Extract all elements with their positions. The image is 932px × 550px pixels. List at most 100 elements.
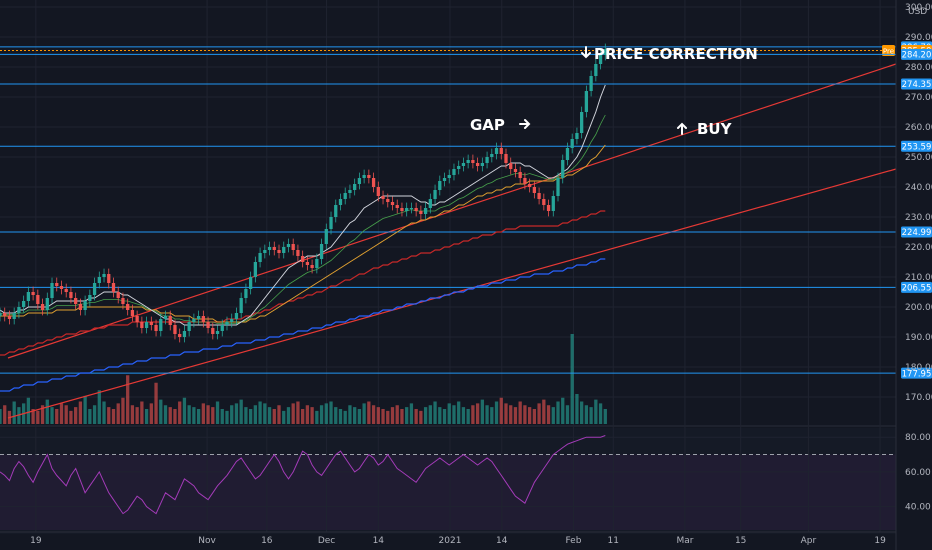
candle-body	[196, 316, 201, 319]
volume-bar	[45, 399, 49, 424]
level-price-label: 224.99	[902, 228, 932, 238]
candle-body	[532, 187, 537, 193]
volume-bar	[263, 403, 267, 424]
candle-body	[471, 160, 475, 163]
arrow-right-icon	[519, 119, 531, 129]
volume-bar	[83, 395, 87, 424]
candle-body	[187, 322, 191, 331]
volume-bar	[371, 405, 376, 424]
volume-bar	[244, 407, 248, 424]
candle-body	[542, 199, 546, 205]
candle-body	[466, 160, 470, 163]
price-tick-label: 280.00	[905, 63, 932, 73]
candle-body	[50, 283, 54, 298]
candle-body	[206, 322, 210, 328]
candle-body	[480, 163, 484, 166]
candle-body	[438, 181, 442, 190]
candle-body	[244, 289, 248, 298]
candle-body	[603, 49, 607, 55]
candle-body	[575, 133, 579, 139]
candle-body	[400, 208, 404, 211]
candle-body	[551, 196, 555, 211]
volume-bar	[50, 407, 54, 424]
volume-bar	[575, 394, 579, 424]
candle-body	[485, 157, 489, 163]
price-tick-label: 290.00	[905, 33, 932, 43]
candle-body	[357, 178, 362, 184]
volume-bar	[457, 401, 461, 424]
volume-bar	[395, 405, 399, 424]
ema-mid-line	[0, 210, 606, 356]
candle-body	[31, 292, 35, 295]
candle-body	[594, 64, 598, 76]
volume-bar	[485, 405, 489, 424]
candle-body	[509, 163, 513, 169]
candle-body	[423, 208, 428, 214]
candle-body	[225, 322, 229, 325]
candle-body	[367, 175, 371, 178]
volume-bar	[390, 407, 395, 424]
candle-body	[116, 292, 120, 298]
volume-bar	[26, 397, 31, 424]
pre-market-tag	[882, 45, 895, 56]
time-tick-label: 19	[30, 536, 42, 546]
volume-bar	[277, 405, 281, 424]
volume-bar	[258, 401, 262, 424]
candle-body	[334, 205, 338, 217]
price-tick-label: 250.00	[905, 153, 932, 163]
rsi-indicator	[0, 435, 606, 515]
candle-body	[267, 247, 272, 250]
candle-body	[144, 322, 149, 328]
volume-bar	[580, 401, 584, 424]
volume-bar	[452, 405, 456, 424]
time-tick-label: 16	[261, 536, 273, 546]
volume-bar	[480, 399, 484, 424]
volume-bar	[234, 403, 239, 424]
volume-bar	[490, 407, 494, 424]
axis-unit-label: USD	[908, 7, 927, 17]
volume-bar	[589, 407, 593, 424]
volume-bar	[348, 405, 352, 424]
volume-bar	[12, 401, 16, 424]
candle-body	[163, 316, 168, 319]
volume-bar	[527, 407, 532, 424]
candle-body	[239, 298, 243, 313]
candle-body	[17, 307, 21, 313]
volume-bar	[0, 409, 2, 424]
candle-body	[55, 283, 59, 286]
candle-body	[192, 319, 196, 322]
volume-bar	[353, 407, 357, 424]
volume-bar	[253, 405, 258, 424]
volume-bar	[182, 397, 187, 424]
annotation-buy: BUY	[697, 120, 733, 138]
volume-bar	[31, 409, 35, 424]
candle-body	[111, 283, 116, 292]
time-tick-label: Nov	[198, 536, 216, 546]
candle-body	[310, 265, 314, 268]
candle-body	[447, 175, 451, 178]
rsi-line	[0, 435, 606, 515]
level-price-label: 274.35	[902, 80, 932, 90]
candle-body	[102, 274, 106, 277]
candle-body	[376, 187, 380, 196]
volume-bar	[163, 405, 168, 424]
volume-bars	[0, 334, 607, 424]
volume-bar	[409, 403, 414, 424]
pre-market-label: Pre	[883, 48, 894, 56]
price-tick-label: 190.00	[905, 333, 932, 343]
candle-body	[272, 247, 276, 250]
candle-body	[234, 313, 239, 319]
horizontal-levels: 286.70285.50Pre284.20274.35253.59224.992…	[0, 41, 932, 379]
volume-bar	[584, 405, 589, 424]
price-tick-label: 170.00	[905, 393, 932, 403]
level-price-label: 284.20	[902, 51, 932, 61]
candle-body	[0, 313, 2, 316]
volume-bar	[215, 401, 220, 424]
candle-body	[561, 160, 565, 178]
volume-bar	[301, 409, 305, 424]
volume-bar	[509, 405, 513, 424]
candle-body	[457, 166, 461, 169]
candle-body	[201, 316, 205, 322]
volume-bar	[78, 401, 83, 424]
volume-bar	[518, 401, 522, 424]
